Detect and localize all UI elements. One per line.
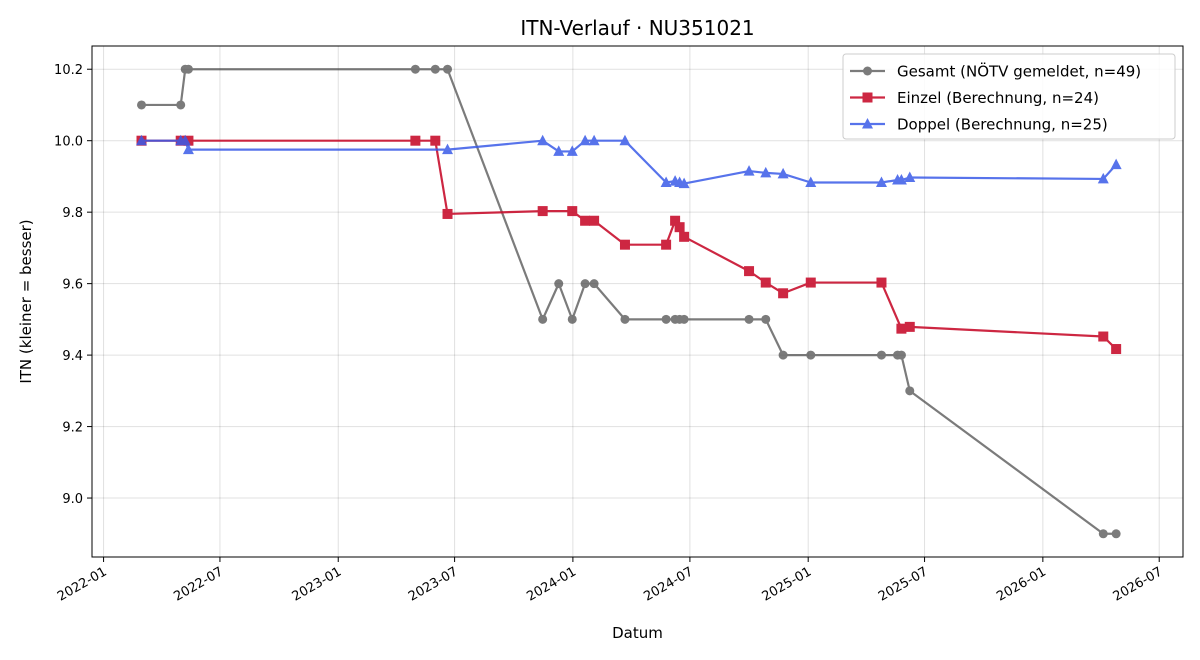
data-point-doppel	[904, 171, 916, 183]
data-point-doppel	[179, 134, 191, 146]
data-point-gesamt	[778, 350, 788, 360]
data-point-einzel	[183, 135, 194, 146]
data-point-einzel	[410, 135, 421, 146]
data-point-einzel	[670, 215, 681, 226]
data-point-einzel	[589, 215, 600, 226]
data-point-doppel	[895, 174, 907, 185]
data-point-gesamt	[430, 64, 440, 74]
x-axis-title: Datum	[612, 624, 663, 642]
y-tick-label: 9.4	[62, 349, 83, 364]
series-einzel	[136, 135, 1122, 355]
data-point-einzel	[661, 239, 672, 250]
data-point-gesamt	[410, 64, 420, 74]
data-point-gesamt	[744, 314, 754, 324]
legend-entries: Gesamt (NÖTV gemeldet, n=49) Einzel (Bere…	[850, 62, 1141, 134]
data-point-einzel	[1098, 331, 1109, 342]
legend-label-doppel: Doppel (Berechnung, n=25)	[897, 116, 1108, 134]
data-point-einzel	[744, 266, 755, 277]
data-point-einzel	[876, 277, 887, 288]
data-point-doppel	[875, 176, 887, 188]
data-point-doppel	[1110, 158, 1122, 170]
data-point-einzel	[537, 206, 548, 217]
data-point-einzel	[778, 288, 789, 299]
data-point-doppel	[566, 145, 578, 156]
legend-swatch-doppel	[850, 118, 885, 129]
data-point-einzel	[580, 215, 591, 226]
data-point-doppel	[553, 145, 565, 156]
y-tick-label: 9.8	[62, 206, 83, 221]
data-point-gesamt	[806, 350, 816, 360]
legend-swatch-gesamt	[850, 66, 885, 76]
legend-swatch-einzel	[850, 92, 885, 103]
data-point-gesamt	[679, 314, 689, 324]
data-point-einzel	[442, 208, 453, 219]
data-point-doppel	[619, 134, 631, 146]
data-point-gesamt	[620, 314, 630, 324]
y-axis-title: ITN (kleiner = besser)	[17, 219, 35, 383]
data-point-doppel	[660, 176, 672, 188]
data-point-einzel	[674, 222, 685, 233]
data-point-doppel	[1097, 172, 1109, 184]
data-point-doppel	[777, 167, 789, 179]
data-point-gesamt	[661, 314, 671, 324]
y-tick-label: 10.0	[54, 135, 83, 150]
series-doppel	[136, 134, 1122, 189]
data-point-gesamt	[896, 350, 906, 360]
legend-marker-einzel	[862, 92, 873, 103]
data-point-gesamt	[183, 64, 193, 74]
data-point-gesamt	[443, 64, 453, 74]
data-point-doppel	[442, 143, 454, 155]
y-tick-label: 9.6	[62, 278, 83, 293]
data-point-einzel	[1111, 344, 1122, 355]
data-point-gesamt	[554, 279, 564, 289]
data-point-einzel	[679, 231, 690, 242]
legend-marker-gesamt	[863, 66, 872, 76]
data-point-doppel	[579, 134, 591, 146]
plot-frame	[91, 45, 1184, 558]
data-point-gesamt	[876, 350, 886, 360]
legend: Gesamt (NÖTV gemeldet, n=49) Einzel (Bere…	[842, 53, 1176, 140]
data-point-gesamt	[137, 100, 147, 110]
legend-box	[842, 53, 1176, 140]
y-tick-label: 9.2	[62, 421, 83, 436]
chart-title: ITN-Verlauf · NU351021	[520, 16, 754, 40]
data-point-einzel	[619, 239, 630, 250]
data-point-gesamt	[580, 279, 590, 289]
data-point-gesamt	[589, 279, 599, 289]
data-point-gesamt	[761, 314, 771, 324]
data-point-gesamt	[567, 314, 577, 324]
data-point-gesamt	[538, 314, 548, 324]
data-point-gesamt	[176, 100, 186, 110]
data-point-doppel	[743, 165, 755, 176]
data-point-doppel	[537, 134, 549, 146]
data-point-einzel	[805, 277, 816, 288]
data-point-doppel	[136, 134, 148, 146]
data-point-gesamt	[1111, 529, 1121, 539]
legend-marker-doppel	[862, 118, 873, 129]
data-point-einzel	[430, 135, 441, 146]
y-tick-label: 10.2	[54, 63, 83, 78]
data-point-einzel	[896, 323, 907, 334]
y-tick-label: 9.0	[62, 492, 83, 507]
data-point-einzel	[567, 206, 578, 217]
data-point-doppel	[805, 176, 817, 188]
data-point-doppel	[588, 134, 600, 146]
legend-label-gesamt: Gesamt (NÖTV gemeldet, n=49)	[897, 62, 1141, 81]
data-point-gesamt	[905, 386, 915, 396]
data-point-gesamt	[1098, 529, 1108, 539]
data-point-doppel	[678, 177, 690, 189]
legend-label-einzel: Einzel (Berechnung, n=24)	[897, 89, 1099, 107]
series-gesamt	[137, 64, 1121, 539]
data-point-einzel	[760, 277, 771, 288]
series-layer	[136, 64, 1122, 539]
data-point-doppel	[760, 166, 772, 178]
y-axis-ticks: 9.0 9.2 9.4 9.6 9.8 10.0 10.2	[54, 63, 92, 507]
data-point-doppel	[182, 143, 194, 155]
data-point-einzel	[904, 321, 915, 332]
